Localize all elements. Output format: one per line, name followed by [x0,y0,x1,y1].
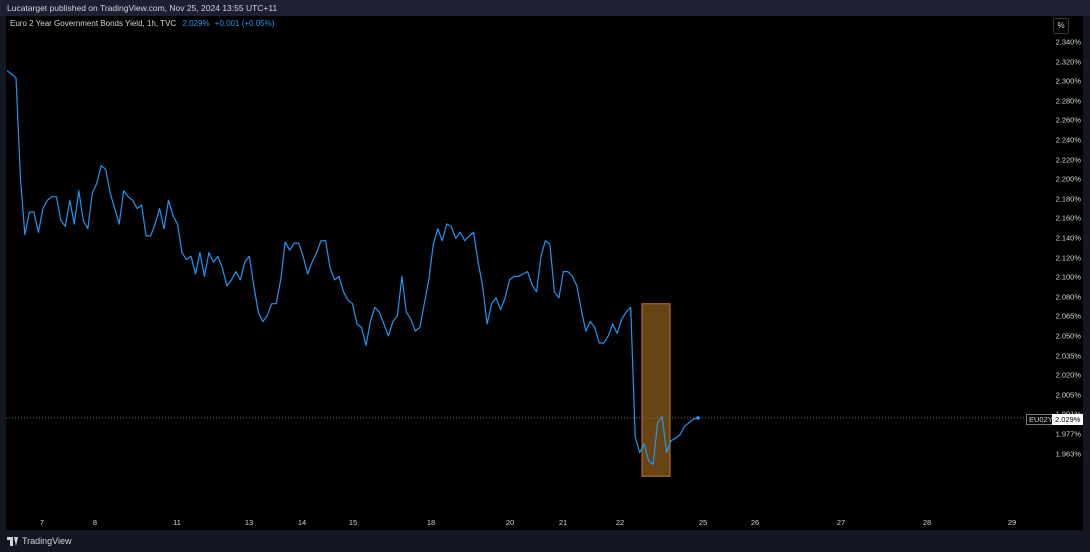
x-tick-label: 27 [836,518,846,527]
y-tick-label: 2.240% [1055,135,1081,145]
y-tick-label: 2.300% [1055,76,1081,86]
y-tick-label: 2.100% [1055,272,1081,282]
symbol-change: +0.001 (+0.05%) [214,19,275,28]
x-tick-label: 13 [244,518,254,527]
x-tick-label: 15 [348,518,358,527]
x-tick-label: 8 [92,518,98,527]
x-tick-label: 28 [922,518,932,527]
highlight-rectangle[interactable] [641,303,671,477]
x-tick-label: 7 [39,518,45,527]
y-tick-label: 1.963% [1055,449,1081,459]
x-tick-label: 11 [173,518,181,527]
chart-panel[interactable] [6,16,1083,530]
y-tick-label: 2.260% [1055,115,1081,125]
last-price-tag: 2.029% [1052,414,1084,425]
percent-scale-button[interactable]: % [1053,18,1069,34]
x-tick-label: 25 [698,518,708,527]
publisher-header: Lucatarget published on TradingView.com,… [0,0,1090,16]
x-tick-label: 20 [505,518,515,527]
x-tick-label: 21 [558,518,568,527]
y-tick-label: 2.180% [1055,194,1081,204]
x-tick-label: 14 [297,518,307,527]
symbol-title: Euro 2 Year Government Bonds Yield, 1h, … [10,19,177,28]
y-tick-label: 2.160% [1055,213,1081,223]
symbol-legend: Euro 2 Year Government Bonds Yield, 1h, … [10,19,274,28]
y-tick-label: 2.020% [1055,370,1081,380]
x-tick-label: 29 [1007,518,1017,527]
tradingview-logo-icon [7,536,19,546]
footer: TradingView [0,530,1090,552]
y-tick-label: 2.220% [1055,155,1081,165]
y-tick-label: 2.065% [1055,311,1081,321]
y-tick-label: 2.340% [1055,37,1081,47]
ticker-label: EU02Y [1029,415,1053,424]
price-chart[interactable] [0,0,1090,530]
y-tick-label: 2.035% [1055,351,1081,361]
y-tick-label: 1.977% [1055,429,1081,439]
y-tick-label: 2.320% [1055,57,1081,67]
yield-series-line[interactable] [6,70,699,465]
publisher-text: Lucatarget published on TradingView.com,… [7,3,278,13]
x-tick-label: 26 [750,518,760,527]
last-point-marker [696,416,700,420]
y-tick-label: 2.140% [1055,233,1081,243]
symbol-price: 2.029% [182,19,210,28]
y-tick-label: 2.080% [1055,292,1081,302]
x-tick-label: 22 [615,518,625,527]
price-axis[interactable]: 2.340% 2.320% 2.300% 2.280% 2.260% 2.240% 2.22… [1030,34,1083,514]
y-tick-label: 2.280% [1055,96,1081,106]
percent-label: % [1057,21,1065,30]
last-price-label: 2.029% [1055,415,1081,424]
brand-label: TradingView [22,536,72,546]
y-tick-label: 2.050% [1055,331,1081,341]
tradingview-logo[interactable]: TradingView [7,536,72,546]
y-tick-label: 2.200% [1055,174,1081,184]
x-tick-label: 18 [426,518,436,527]
y-tick-label: 2.005% [1055,390,1081,400]
y-tick-label: 2.120% [1055,253,1081,263]
